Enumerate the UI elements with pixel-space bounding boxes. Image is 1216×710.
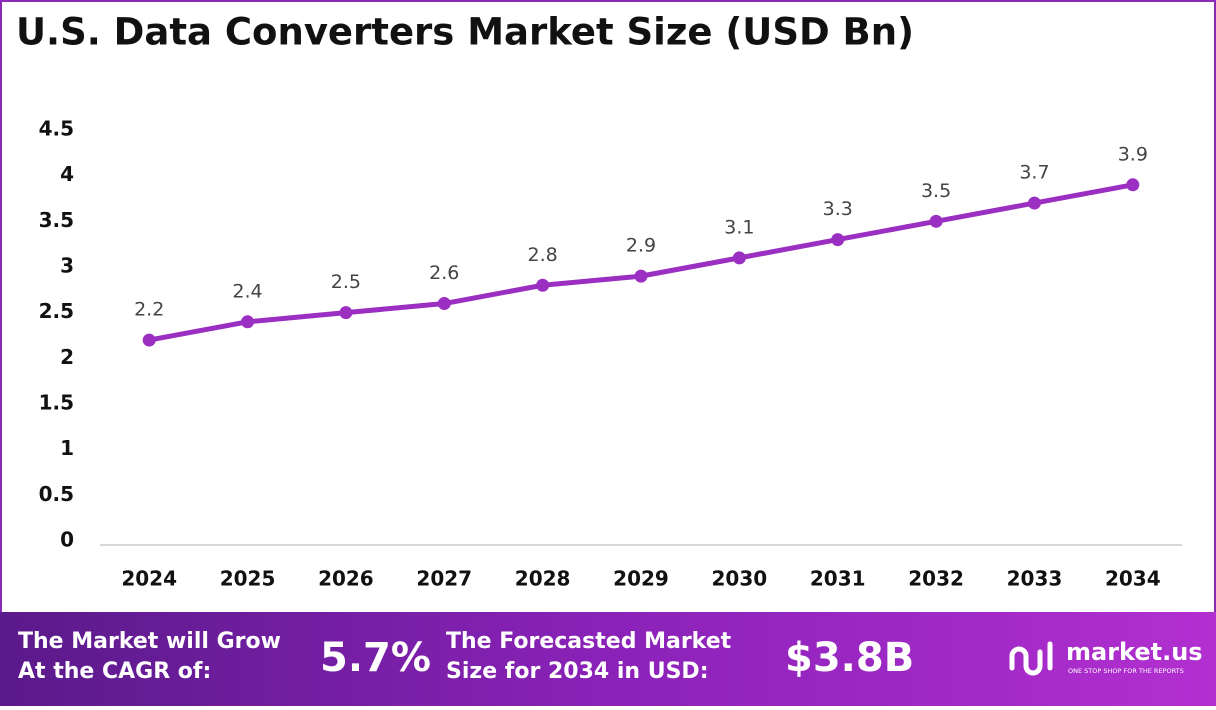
point bbox=[929, 214, 943, 228]
x-tick-label: 2029 bbox=[613, 567, 669, 591]
data-label: 3.1 bbox=[724, 216, 754, 238]
point bbox=[634, 269, 648, 283]
cagr-value: 5.7% bbox=[320, 635, 431, 681]
forecast-text: The Forecasted Market bbox=[446, 629, 732, 654]
y-tick-label: 4.5 bbox=[39, 117, 74, 141]
data-label: 3.7 bbox=[1019, 162, 1049, 184]
cagr-text: At the CAGR of: bbox=[18, 659, 211, 684]
x-tick-label: 2026 bbox=[318, 567, 374, 591]
cagr-text: The Market will Grow bbox=[18, 629, 281, 654]
forecast-text: Size for 2034 in USD: bbox=[446, 659, 709, 684]
point bbox=[1126, 178, 1140, 192]
x-tick-label: 2032 bbox=[908, 567, 964, 591]
point bbox=[831, 233, 845, 247]
point bbox=[437, 297, 451, 311]
data-label: 2.9 bbox=[626, 235, 656, 257]
data-label: 2.5 bbox=[331, 271, 361, 293]
chart-title: U.S. Data Converters Market Size (USD Bn… bbox=[16, 11, 914, 54]
data-label: 3.3 bbox=[823, 198, 853, 220]
point bbox=[241, 315, 255, 329]
data-label: 2.4 bbox=[232, 280, 262, 302]
point bbox=[142, 333, 156, 347]
point bbox=[536, 278, 550, 292]
brand-tagline: ONE STOP SHOP FOR THE REPORTS bbox=[1068, 667, 1184, 675]
x-tick-label: 2030 bbox=[712, 567, 768, 591]
x-tick-label: 2025 bbox=[220, 567, 276, 591]
data-label: 2.8 bbox=[528, 244, 558, 266]
y-tick-label: 2.5 bbox=[39, 299, 74, 323]
y-tick-label: 2 bbox=[60, 345, 74, 369]
forecast-value: $3.8B bbox=[785, 635, 914, 681]
data-label: 3.5 bbox=[921, 180, 951, 202]
x-tick-label: 2031 bbox=[810, 567, 866, 591]
x-tick-label: 2024 bbox=[121, 567, 177, 591]
y-tick-label: 1.5 bbox=[39, 391, 74, 415]
y-tick-label: 3.5 bbox=[39, 208, 74, 232]
point bbox=[339, 306, 353, 320]
x-tick-label: 2033 bbox=[1007, 567, 1063, 591]
y-tick-label: 4 bbox=[60, 162, 74, 186]
y-tick-label: 1 bbox=[60, 436, 74, 460]
brand-name: market.us bbox=[1066, 638, 1203, 666]
y-tick-label: 0.5 bbox=[39, 482, 74, 506]
point bbox=[732, 251, 746, 265]
x-tick-label: 2027 bbox=[416, 567, 472, 591]
point bbox=[1027, 196, 1041, 210]
y-tick-label: 0 bbox=[60, 528, 74, 552]
data-label: 2.2 bbox=[134, 299, 164, 321]
y-tick-label: 3 bbox=[60, 254, 74, 278]
brand-logo bbox=[1009, 641, 1053, 676]
data-label: 3.9 bbox=[1118, 143, 1148, 165]
x-tick-label: 2028 bbox=[515, 567, 571, 591]
data-label: 2.6 bbox=[429, 262, 459, 284]
x-tick-label: 2034 bbox=[1105, 567, 1161, 591]
